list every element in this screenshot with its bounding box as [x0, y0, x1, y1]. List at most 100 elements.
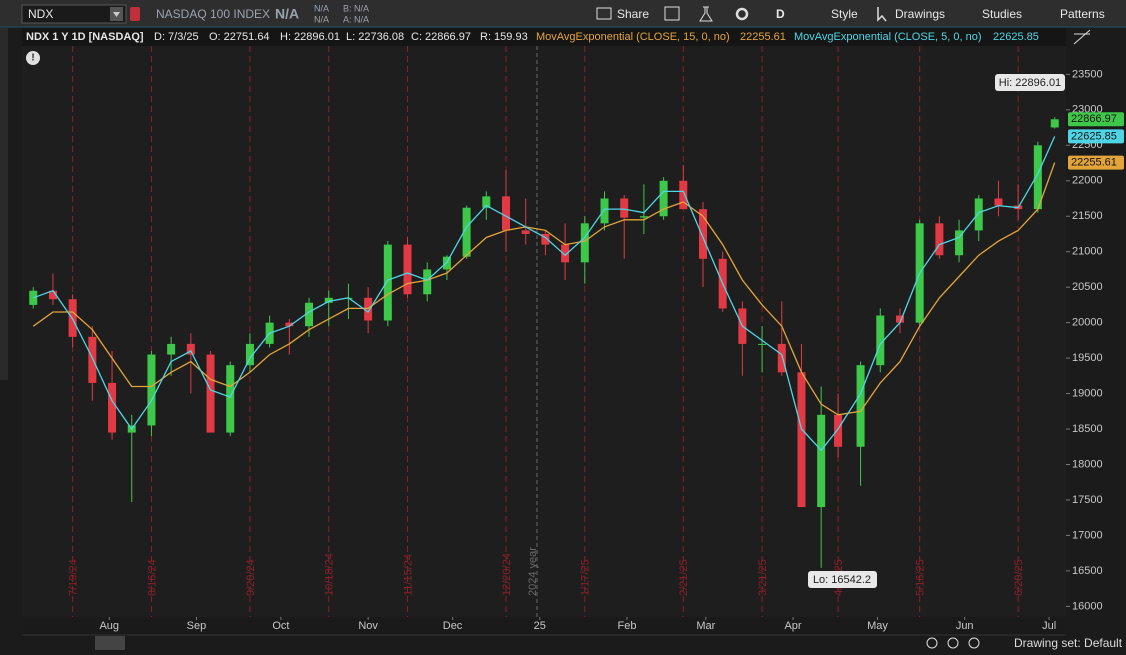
expiration-label: 5/16/25	[915, 559, 927, 596]
info-date: D: 7/3/25	[154, 31, 199, 43]
drawing-set[interactable]: Drawing set: Default	[1014, 636, 1123, 650]
y-tick-label: 20500	[1072, 281, 1103, 293]
share-button[interactable]: Share	[617, 7, 649, 21]
candle-body	[226, 365, 235, 433]
info-high: H: 22896.01	[280, 31, 340, 43]
study-name: MovAvgExponential (CLOSE, 5, 0, no)	[794, 31, 982, 43]
candle-body	[817, 414, 826, 508]
candle-body	[561, 244, 570, 263]
candle-body	[876, 315, 885, 366]
high-annotation-box	[995, 74, 1065, 91]
candle-body	[620, 198, 629, 218]
flask-icon[interactable]	[699, 6, 713, 22]
price-badge-label: 22625.85	[1071, 130, 1117, 142]
study-value: 22625.85	[993, 31, 1039, 43]
y-tick-label: 16500	[1072, 565, 1103, 577]
moving-average	[32, 162, 1056, 416]
last-price: N/A	[275, 6, 299, 22]
candle-body	[147, 354, 156, 426]
y-tick-label: 22000	[1072, 175, 1103, 187]
change-pct: N/A	[314, 14, 329, 24]
candle-body	[935, 223, 944, 256]
info-open: O: 22751.64	[209, 31, 270, 43]
low-annotation-box	[808, 571, 877, 588]
expiration-label: 12/20/24	[501, 553, 513, 596]
study-name: MovAvgExponential (CLOSE, 15, 0, no)	[536, 31, 730, 43]
price-badge	[1068, 155, 1124, 170]
y-tick-label: 21500	[1072, 210, 1103, 222]
candle-body	[462, 207, 471, 257]
price-badge	[1068, 129, 1124, 144]
snapshot-icon[interactable]	[664, 6, 680, 21]
candle-body	[994, 198, 1003, 206]
candle-body	[777, 343, 786, 373]
study-value: 22255.61	[740, 31, 786, 43]
x-tick-label: Sep	[187, 620, 207, 632]
alert-icon[interactable]	[130, 7, 140, 21]
alert-badge[interactable]	[26, 51, 40, 65]
candle-body	[834, 414, 843, 447]
symbol: NDX	[28, 7, 53, 21]
settings-icon[interactable]	[735, 7, 749, 21]
style-button[interactable]: Style	[831, 7, 858, 21]
candle-body	[659, 180, 668, 217]
candle-body	[245, 343, 254, 366]
y-tick-label: 16000	[1072, 600, 1103, 612]
left-scroll[interactable]	[0, 28, 8, 380]
x-tick-label: Feb	[618, 620, 637, 632]
expiration-label: 1/17/25	[580, 559, 592, 596]
candle-body	[600, 198, 609, 224]
change: N/A	[314, 3, 329, 13]
y-tick-label: 21000	[1072, 246, 1103, 258]
x-tick-label: May	[867, 620, 888, 632]
candle-body	[580, 223, 589, 263]
zoom-in[interactable]	[926, 637, 938, 649]
scroll-handle[interactable]	[95, 636, 125, 650]
candle-body	[521, 230, 530, 234]
candle-body	[324, 297, 333, 303]
candle-body	[679, 180, 688, 210]
plot-area	[22, 46, 1066, 617]
price-badge-label: 22866.97	[1071, 113, 1117, 125]
candle-body	[383, 244, 392, 321]
cursor-icon	[877, 7, 887, 22]
y-tick-label: 19500	[1072, 352, 1103, 364]
expiration-label: 11/15/24	[402, 554, 414, 596]
y-tick-label: 20000	[1072, 317, 1103, 329]
low-annotation: Lo: 16542.2	[813, 574, 871, 586]
chart-title: NDX 1 Y 1D [NASDAQ]	[26, 31, 144, 43]
candle-body	[167, 343, 176, 355]
candle-body	[698, 209, 707, 259]
y-tick-label: 23500	[1072, 68, 1103, 80]
expiration-label: 6/20/25	[1013, 559, 1025, 596]
expiration-label: 2/21/25	[678, 559, 690, 596]
aggregation-button[interactable]: D	[776, 7, 785, 21]
info-range: R: 159.93	[480, 31, 528, 43]
studies-button[interactable]: Studies	[982, 7, 1022, 21]
candle-body	[285, 322, 294, 327]
description: NASDAQ 100 INDEX	[156, 7, 270, 21]
x-tick-label: 25	[534, 620, 546, 632]
drawings-button[interactable]: Drawings	[895, 7, 945, 21]
expiration-label: 7/19/24	[68, 559, 80, 596]
candle-body	[364, 297, 373, 321]
x-tick-label: Mar	[696, 620, 715, 632]
candle-body	[955, 230, 964, 256]
draw-tool-icon[interactable]	[1073, 29, 1091, 45]
candle-body	[423, 269, 432, 295]
candle-body	[29, 290, 38, 305]
candle-body	[541, 233, 550, 245]
zoom-out[interactable]	[947, 637, 959, 649]
candle-body	[797, 372, 806, 508]
candle-body	[758, 343, 767, 345]
x-tick-label: Aug	[99, 620, 119, 632]
x-tick-label: Jul	[1042, 620, 1056, 632]
price-badge-label: 22255.61	[1071, 157, 1117, 169]
bid: B: N/A	[343, 3, 369, 13]
symbol-input[interactable]	[21, 4, 127, 24]
candle-body	[1050, 119, 1059, 128]
y-tick-label: 18000	[1072, 458, 1103, 470]
pan[interactable]	[968, 637, 980, 649]
y-tick-label: 17500	[1072, 494, 1103, 506]
patterns-button[interactable]: Patterns	[1060, 7, 1105, 21]
